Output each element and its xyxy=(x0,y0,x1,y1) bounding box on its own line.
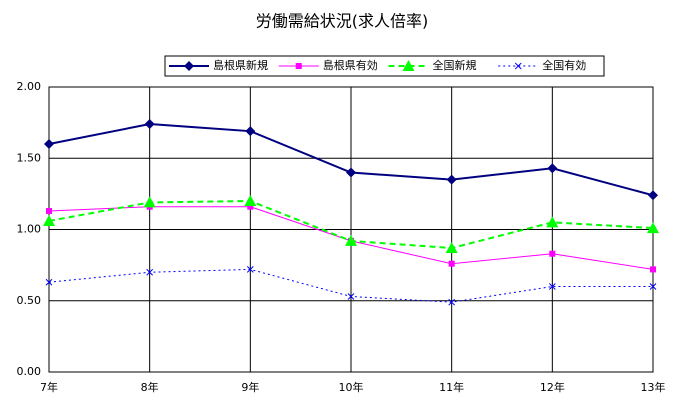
marker xyxy=(546,216,559,228)
marker xyxy=(345,234,357,246)
marker xyxy=(144,119,155,130)
marker xyxy=(244,195,257,206)
marker xyxy=(547,163,558,174)
marker xyxy=(347,293,355,300)
marker xyxy=(245,126,256,137)
marker xyxy=(44,139,54,149)
x-tick-label: 7年 xyxy=(40,380,58,394)
y-tick-label: 2.00 xyxy=(17,80,42,93)
legend-box xyxy=(164,55,605,77)
marker xyxy=(549,250,556,257)
marker xyxy=(346,167,356,178)
marker xyxy=(649,283,657,290)
chart-title: 労働需給状況(求人倍率) xyxy=(256,12,429,31)
marker xyxy=(246,266,254,273)
x-tick-label: 11年 xyxy=(439,380,464,394)
marker xyxy=(143,196,156,208)
marker xyxy=(46,207,52,214)
y-tick-label: 0.00 xyxy=(17,365,42,378)
x-tick-label: 12年 xyxy=(540,380,565,394)
legend-marker xyxy=(514,62,522,70)
legend-label: 島根県新規 xyxy=(213,58,268,72)
marker xyxy=(146,268,154,276)
x-tick-label: 9年 xyxy=(241,380,259,394)
marker xyxy=(548,283,556,290)
marker xyxy=(648,190,658,201)
legend-marker xyxy=(402,60,415,71)
x-tick-label: 13年 xyxy=(641,380,666,394)
y-tick-label: 1.00 xyxy=(17,223,42,236)
marker xyxy=(247,203,254,210)
marker xyxy=(43,214,55,226)
legend-marker xyxy=(295,63,302,69)
marker xyxy=(446,174,457,185)
marker xyxy=(445,242,458,254)
x-tick-label: 10年 xyxy=(339,380,364,394)
y-tick-label: 0.50 xyxy=(17,294,42,307)
legend-label: 全国新規 xyxy=(433,58,477,72)
x-tick-label: 8年 xyxy=(141,380,159,394)
marker xyxy=(650,266,656,273)
y-tick-label: 1.50 xyxy=(17,151,42,164)
legend-label: 島根県有効 xyxy=(323,58,378,72)
legend-label: 全国有効 xyxy=(542,58,586,72)
marker xyxy=(448,298,456,306)
marker xyxy=(45,278,53,286)
legend-marker xyxy=(184,61,194,71)
marker xyxy=(647,222,659,234)
marker xyxy=(448,260,455,267)
